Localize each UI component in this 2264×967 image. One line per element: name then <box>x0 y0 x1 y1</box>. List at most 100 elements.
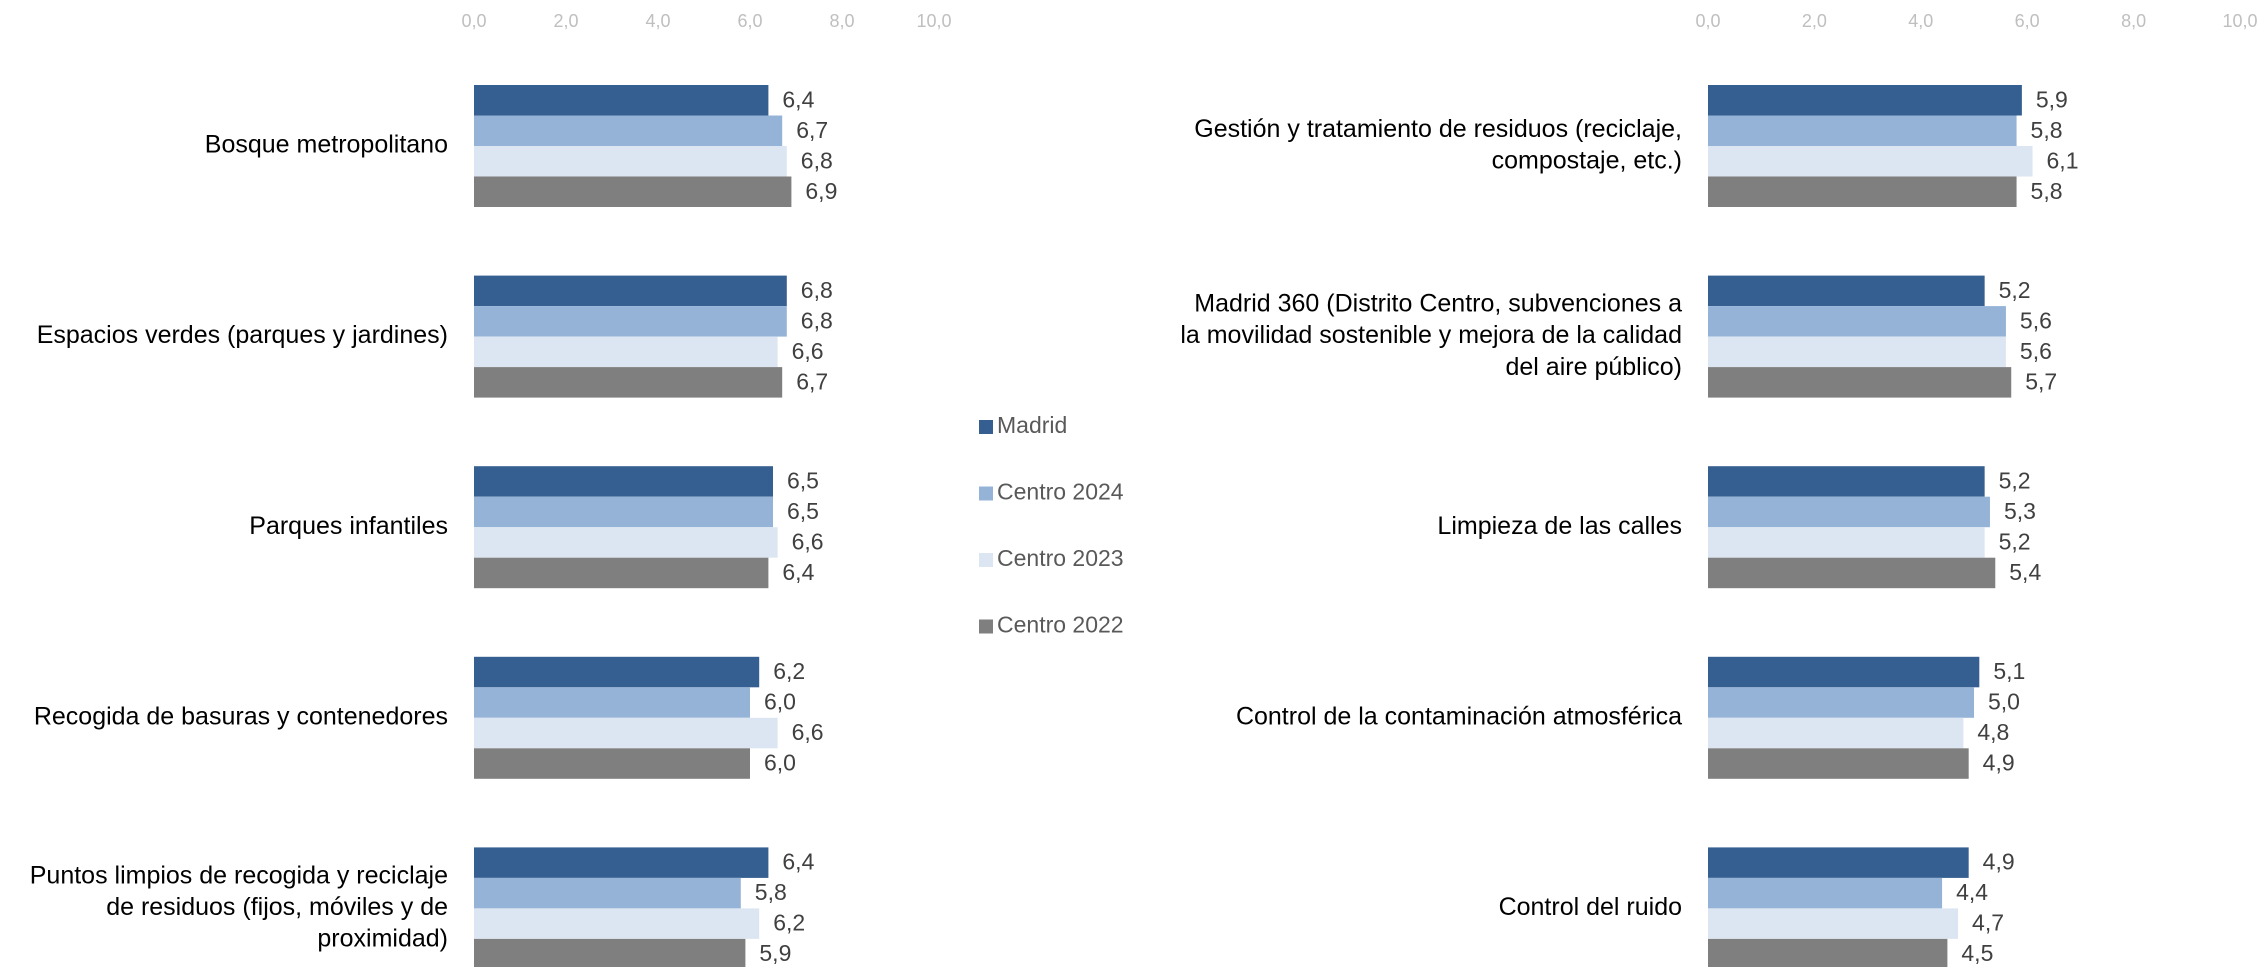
value-label: 5,6 <box>2020 307 2052 333</box>
bar <box>1708 466 1985 497</box>
legend-swatch <box>979 420 993 434</box>
bar <box>1708 717 1964 749</box>
legend-label: Centro 2024 <box>997 479 1124 505</box>
x-tick-label: 4,0 <box>645 11 670 31</box>
legend-swatch <box>979 486 993 501</box>
category-label: Limpieza de las calles <box>1437 512 1682 540</box>
bar <box>1708 908 1959 939</box>
bar <box>474 938 746 967</box>
value-label: 5,2 <box>1999 277 2031 303</box>
category-label: Gestión y tratamiento de residuos (recic… <box>1194 115 1682 143</box>
value-label: 5,8 <box>2031 178 2063 204</box>
value-label: 5,3 <box>2004 498 2036 524</box>
value-label: 6,9 <box>805 178 837 204</box>
bar <box>474 748 750 779</box>
value-label: 6,7 <box>796 368 828 394</box>
bar <box>474 496 773 528</box>
category-label: Parques infantiles <box>249 512 448 540</box>
x-tick-label: 8,0 <box>2121 11 2146 31</box>
bar <box>1708 306 2006 337</box>
value-label: 4,8 <box>1977 719 2009 745</box>
bar <box>1708 877 1943 909</box>
value-label: 4,9 <box>1983 750 2015 776</box>
value-label: 6,4 <box>782 849 814 875</box>
category-label: Control de la contaminación atmosférica <box>1236 702 1682 730</box>
bar <box>474 908 760 939</box>
value-label: 5,2 <box>1999 529 2031 555</box>
bar <box>1708 527 1985 558</box>
bar <box>1708 336 2006 368</box>
value-label: 5,9 <box>2036 86 2068 112</box>
value-label: 5,0 <box>1988 689 2020 715</box>
value-label: 6,5 <box>787 498 819 524</box>
bar <box>474 717 778 749</box>
category-label: Bosque metropolitano <box>205 131 448 159</box>
value-label: 5,8 <box>755 879 787 905</box>
value-label: 6,4 <box>782 559 814 585</box>
legend-swatch <box>979 619 993 634</box>
bar <box>474 847 769 878</box>
value-label: 6,8 <box>801 277 833 303</box>
x-tick-label: 2,0 <box>1802 11 1827 31</box>
x-tick-label: 4,0 <box>1908 11 1933 31</box>
value-label: 6,0 <box>764 689 796 715</box>
bar <box>474 557 769 589</box>
category-label: compostaje, etc.) <box>1492 146 1682 174</box>
bar <box>474 85 769 116</box>
value-label: 6,2 <box>773 658 805 684</box>
x-tick-label: 6,0 <box>2015 11 2040 31</box>
category-label: del aire público) <box>1506 353 1683 381</box>
bar <box>474 877 741 909</box>
bar <box>1708 146 2033 177</box>
value-label: 5,7 <box>2025 368 2057 394</box>
category-label: Control del ruido <box>1499 893 1682 921</box>
bar <box>1708 656 1980 688</box>
value-label: 5,1 <box>1993 658 2025 684</box>
value-label: 5,2 <box>1999 468 2031 494</box>
legend-swatch <box>979 553 993 567</box>
bar <box>474 656 760 688</box>
category-label: Puntos limpios de recogida y reciclaje <box>30 861 448 889</box>
value-label: 5,4 <box>2009 559 2041 585</box>
category-label: Espacios verdes (parques y jardines) <box>37 321 448 349</box>
bar <box>1708 847 1969 878</box>
x-tick-label: 8,0 <box>829 11 854 31</box>
value-label: 6,8 <box>801 307 833 333</box>
bar <box>474 176 792 207</box>
value-label: 6,8 <box>801 147 833 173</box>
category-label: Madrid 360 (Distrito Centro, subvencione… <box>1194 290 1682 318</box>
value-label: 5,6 <box>2020 338 2052 364</box>
value-label: 5,8 <box>2031 117 2063 143</box>
value-label: 6,6 <box>792 719 824 745</box>
legend-label: Centro 2023 <box>997 545 1124 571</box>
x-tick-label: 0,0 <box>1695 11 1720 31</box>
bar <box>474 275 787 307</box>
bar <box>1708 367 2012 398</box>
value-label: 4,7 <box>1972 910 2004 936</box>
value-label: 6,2 <box>773 910 805 936</box>
category-label: Recogida de basuras y contenedores <box>34 702 448 730</box>
value-label: 4,4 <box>1956 879 1988 905</box>
legend-label: Madrid <box>997 412 1067 438</box>
bar <box>474 306 787 337</box>
bar <box>1708 496 1990 528</box>
bar <box>474 367 783 398</box>
x-tick-label: 10,0 <box>2222 11 2257 31</box>
category-label: de residuos (fijos, móviles y de <box>106 893 448 921</box>
category-label: proximidad) <box>317 925 448 953</box>
bar <box>1708 748 1969 779</box>
value-label: 5,9 <box>759 940 791 966</box>
value-label: 4,9 <box>1983 849 2015 875</box>
value-label: 6,6 <box>792 338 824 364</box>
legend-label: Centro 2022 <box>997 612 1124 638</box>
bar <box>1708 938 1948 967</box>
bar <box>474 146 787 177</box>
category-label: la movilidad sostenible y mejora de la c… <box>1180 321 1682 349</box>
bar <box>1708 85 2022 116</box>
value-label: 6,7 <box>796 117 828 143</box>
x-tick-label: 2,0 <box>553 11 578 31</box>
bar <box>1708 115 2017 146</box>
bar <box>1708 687 1974 718</box>
x-tick-label: 10,0 <box>916 11 951 31</box>
value-label: 6,4 <box>782 86 814 112</box>
